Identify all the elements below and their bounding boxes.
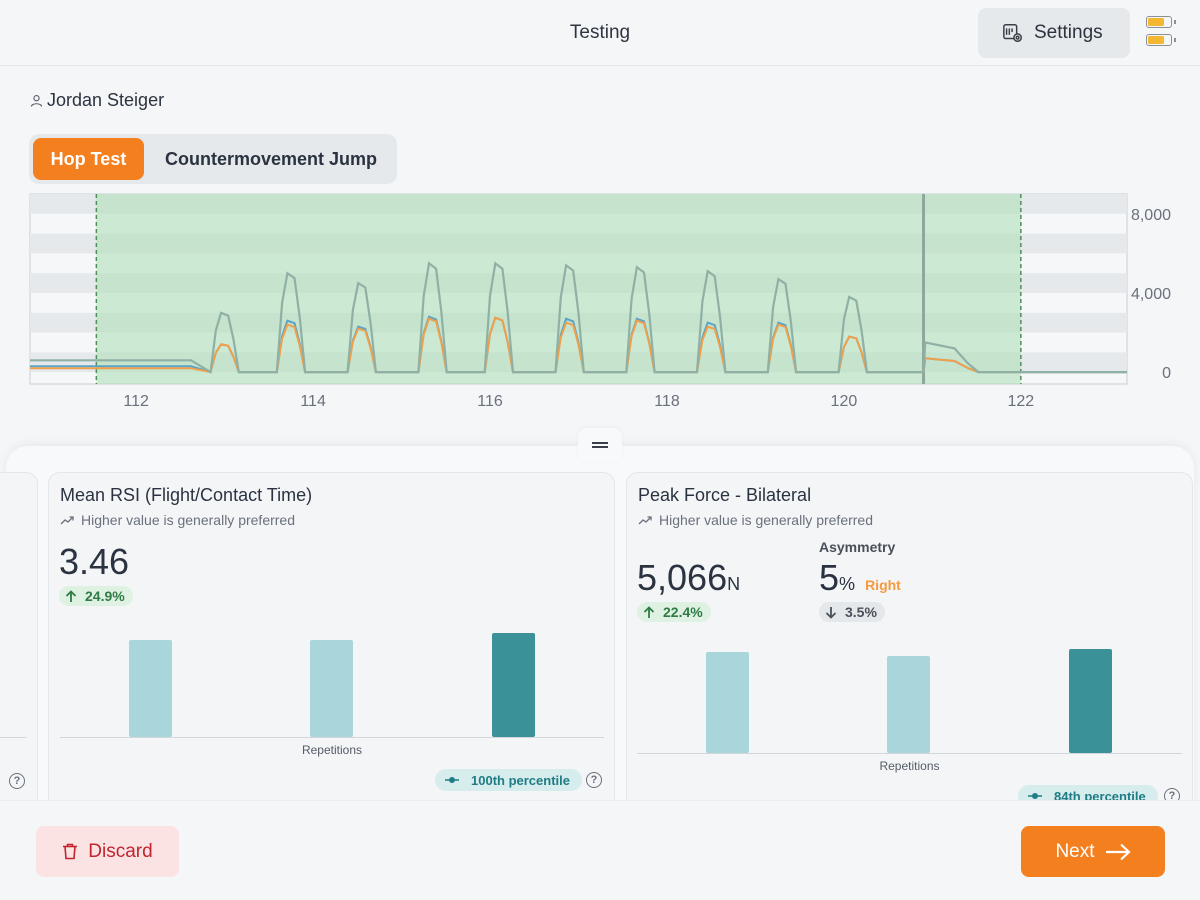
metric-value: 3.46 xyxy=(59,541,130,582)
help-icon[interactable]: ? xyxy=(586,772,602,788)
card-subtitle: Higher value is generally preferred xyxy=(638,512,873,528)
x-tick-label: 116 xyxy=(477,393,503,410)
percentile-icon xyxy=(445,777,459,783)
sheet-drag-handle[interactable] xyxy=(578,428,622,462)
total-force-series xyxy=(30,261,1127,374)
arrow-up-icon xyxy=(65,589,77,602)
change-badge: 24.9% xyxy=(59,586,133,606)
help-icon[interactable]: ? xyxy=(9,773,25,789)
repetition-bar-3[interactable] xyxy=(492,633,535,737)
test-type-tabs: Hop Test Countermovement Jump xyxy=(29,134,397,184)
footer-bar: Discard Next xyxy=(0,800,1200,900)
metric-card-peak-force: Peak Force - Bilateral Higher value is g… xyxy=(626,472,1193,812)
x-axis-label: Repetitions xyxy=(301,743,363,757)
person-icon xyxy=(30,95,43,107)
x-tick-label: 122 xyxy=(1007,393,1034,410)
settings-gear-icon xyxy=(1003,24,1022,42)
metric-card-mean-rsi: Mean RSI (Flight/Contact Time) Higher va… xyxy=(48,472,615,812)
arrow-up-icon xyxy=(643,605,655,618)
metric-unit: N xyxy=(727,574,741,594)
y-tick-label: 8,000 xyxy=(1131,207,1171,224)
tab-countermovement-jump[interactable]: Countermovement Jump xyxy=(164,148,378,169)
repetition-bar-3[interactable] xyxy=(1069,649,1112,753)
x-tick-label: 120 xyxy=(831,393,858,410)
arrow-right-icon xyxy=(1105,843,1131,860)
force-time-chart[interactable]: 8,000 4,000 0 112 114 116 118 120 122 xyxy=(0,190,1200,420)
bar-baseline xyxy=(637,753,1182,754)
athlete-name-label: Jordan Steiger xyxy=(47,90,165,110)
y-tick-label: 0 xyxy=(1162,365,1171,382)
tab-hop-test[interactable]: Hop Test xyxy=(33,138,144,180)
arrow-down-icon xyxy=(825,606,837,619)
page-title: Testing xyxy=(569,22,631,43)
card-title: Peak Force - Bilateral xyxy=(638,485,812,505)
trend-up-icon xyxy=(638,516,652,525)
trend-up-icon xyxy=(60,516,74,525)
next-button[interactable]: Next xyxy=(1021,826,1165,877)
change-badge: 22.4% xyxy=(637,602,711,622)
discard-button[interactable]: Discard xyxy=(36,826,179,877)
x-tick-label: 112 xyxy=(123,393,149,410)
battery-icon xyxy=(1146,16,1178,52)
repetition-bar-1[interactable] xyxy=(129,640,172,737)
x-axis-label: Repetitions xyxy=(879,759,940,773)
asymmetry-change-badge: 3.5% xyxy=(819,602,885,622)
percentile-icon xyxy=(1028,793,1042,799)
repetition-bar-1[interactable] xyxy=(706,652,749,753)
asymmetry-value: 5% Right xyxy=(819,557,901,598)
y-tick-label: 4,000 xyxy=(1131,286,1171,303)
x-tick-label: 118 xyxy=(654,393,680,410)
percentile-badge: 100th percentile xyxy=(435,769,582,791)
asymmetry-label: Asymmetry xyxy=(819,539,896,555)
settings-label: Settings xyxy=(1034,22,1103,43)
card-subtitle: Higher value is generally preferred xyxy=(60,512,295,528)
asymmetry-side: Right xyxy=(865,577,901,593)
metric-value: 5,066N xyxy=(637,557,741,598)
repetition-bar-2[interactable] xyxy=(887,656,930,753)
athlete-name: Jordan Steiger xyxy=(30,90,164,111)
x-tick-label: 114 xyxy=(300,393,326,410)
metric-card-partial: ? xyxy=(0,472,38,812)
trash-icon xyxy=(63,843,78,860)
card-title: Mean RSI (Flight/Contact Time) xyxy=(60,485,313,505)
bar-baseline xyxy=(60,737,604,738)
repetition-bar-2[interactable] xyxy=(310,640,353,737)
top-bar: Testing Settings xyxy=(0,0,1200,66)
settings-button[interactable]: Settings xyxy=(978,8,1130,58)
